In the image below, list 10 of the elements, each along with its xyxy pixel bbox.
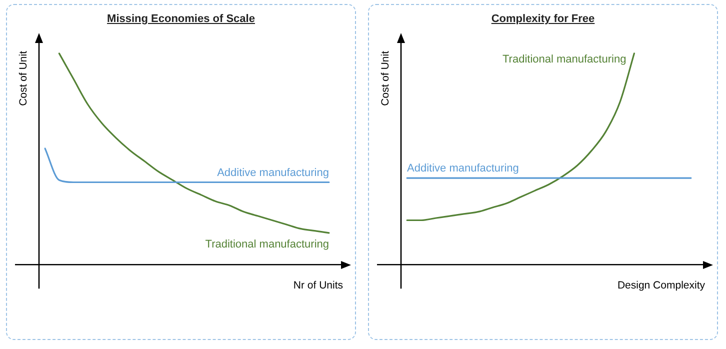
- x-axis-title: Nr of Units: [293, 280, 343, 292]
- series-label: Additive manufacturing: [217, 166, 329, 179]
- chart-title: Complexity for Free: [490, 13, 596, 25]
- x-axis-title: Design Complexity: [617, 280, 706, 292]
- series-label: Traditional manufacturing: [205, 238, 329, 250]
- series-label: Traditional manufacturing: [502, 53, 626, 66]
- y-axis-title: Cost of Unit: [18, 50, 30, 106]
- y-axis-title: Cost of Unit: [380, 50, 392, 106]
- chart-title: Missing Economies of Scale: [106, 13, 256, 25]
- series-label: Additive manufacturing: [407, 162, 519, 175]
